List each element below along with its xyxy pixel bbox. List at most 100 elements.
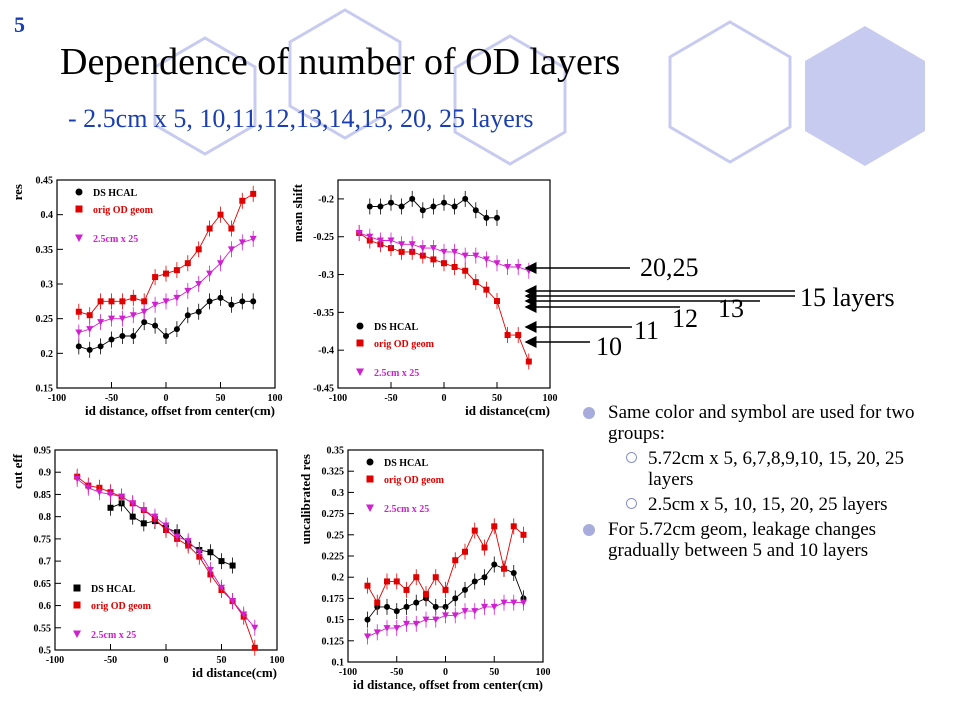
data-point (403, 620, 410, 628)
data-point (108, 298, 115, 305)
data-point (442, 612, 449, 619)
data-point (393, 625, 401, 632)
layer-label-15: 15 layers (800, 283, 895, 312)
data-point (481, 574, 488, 581)
bullet-item: Same color and symbol are used for two g… (580, 402, 950, 444)
y-tick-label: -0.45 (313, 384, 334, 395)
data-point (393, 578, 400, 585)
y-tick-label: 0.15 (36, 384, 54, 395)
data-point (364, 582, 371, 589)
data-point (97, 298, 104, 305)
data-point (412, 620, 420, 628)
data-point (195, 549, 203, 556)
legend-label: DS HCAL (374, 322, 419, 333)
legend-label: DS HCAL (384, 458, 429, 469)
y-tick-label: 0.1 (332, 658, 345, 669)
y-tick-label: 0.325 (322, 467, 345, 478)
data-point (250, 298, 257, 305)
data-point (482, 256, 490, 263)
data-point (384, 578, 390, 585)
y-tick-label: 0.7 (39, 557, 52, 568)
data-point (118, 493, 126, 501)
x-tick-label: 50 (489, 667, 499, 678)
data-point (73, 475, 81, 483)
data-point (388, 199, 394, 206)
legend-label: orig OD geom (374, 339, 435, 350)
y-tick-label: 0.25 (327, 530, 345, 541)
data-point (452, 595, 459, 602)
bullet-item: For 5.72cm geom, leakage changes gradual… (580, 519, 950, 561)
data-point (451, 612, 459, 619)
data-point (472, 252, 480, 260)
x-tick-label: 0 (164, 393, 169, 404)
data-point (75, 343, 82, 350)
data-point (493, 260, 501, 267)
sub-bullet-ring-icon (626, 498, 637, 509)
data-point (491, 523, 498, 530)
y-tick-label: 0.65 (34, 579, 52, 590)
x-tick-label: -50 (105, 393, 118, 404)
y-tick-label: 0.8 (39, 512, 52, 523)
x-axis-label: id distance(cm) (465, 403, 550, 418)
series-line (78, 238, 254, 333)
y-axis-label: mean shift (290, 183, 305, 242)
data-point (442, 603, 449, 610)
data-point (163, 333, 169, 339)
data-point (504, 332, 511, 339)
data-point (451, 203, 458, 210)
x-tick-label: -100 (339, 667, 357, 678)
x-tick-label: 100 (268, 393, 283, 404)
data-point (239, 298, 246, 305)
layer-label-12: 12 (672, 304, 698, 333)
bullet-dot-icon (583, 407, 595, 419)
x-tick-label: -50 (384, 393, 397, 404)
data-point (86, 326, 94, 333)
data-point (217, 211, 224, 218)
legend-label: orig OD geom (93, 205, 154, 216)
sub-bullet-item: 2.5cm x 5, 10, 15, 20, 25 layers (580, 494, 950, 515)
data-point (195, 308, 202, 315)
data-point (514, 263, 522, 271)
data-point (184, 538, 192, 545)
x-tick-label: -100 (329, 393, 347, 404)
y-tick-label: 0.275 (322, 509, 345, 520)
data-point (206, 270, 214, 278)
data-point (430, 256, 437, 263)
x-tick-label: -50 (104, 655, 117, 666)
data-point (173, 326, 180, 333)
data-point (228, 225, 235, 232)
data-point (471, 578, 478, 585)
y-tick-label: 0.3 (41, 280, 54, 291)
data-point (376, 237, 384, 245)
legend-marker (73, 601, 81, 609)
data-point (227, 246, 235, 253)
data-point (97, 343, 104, 350)
data-point (403, 586, 410, 593)
data-point (218, 558, 225, 565)
data-point (525, 358, 532, 365)
data-point (398, 241, 406, 248)
data-point (462, 548, 468, 555)
data-point (490, 603, 498, 611)
data-point (229, 598, 237, 605)
chart-mean-shift: -100 -50 0 50 100 -0.2 -0.25 -0.3 -0.35 -0.4 -0.45… (290, 179, 558, 418)
y-tick-label: 0.15 (327, 615, 345, 626)
x-axis-label: id distance, offset from center(cm) (85, 403, 275, 418)
legend-marker (75, 188, 83, 196)
legend-marker (75, 234, 83, 242)
x-tick-label: 100 (543, 393, 558, 404)
sub-bullet-text: 2.5cm x 5, 10, 15, 20, 25 layers (648, 494, 888, 515)
y-tick-label: 0.175 (322, 594, 345, 605)
data-point (440, 248, 448, 256)
bullet-text: For 5.72cm geom, leakage changes gradual… (608, 519, 877, 561)
y-tick-label: -0.35 (313, 308, 334, 319)
x-axis-label: id distance, offset from center(cm) (353, 677, 543, 692)
data-point (129, 312, 137, 319)
legend-label: 2.5cm x 25 (374, 368, 419, 379)
data-point (218, 584, 225, 592)
layer-label-13: 13 (718, 294, 744, 323)
layer-arrows (524, 262, 795, 348)
data-point (452, 557, 459, 564)
data-point (107, 504, 114, 511)
x-tick-label: 100 (270, 655, 285, 666)
